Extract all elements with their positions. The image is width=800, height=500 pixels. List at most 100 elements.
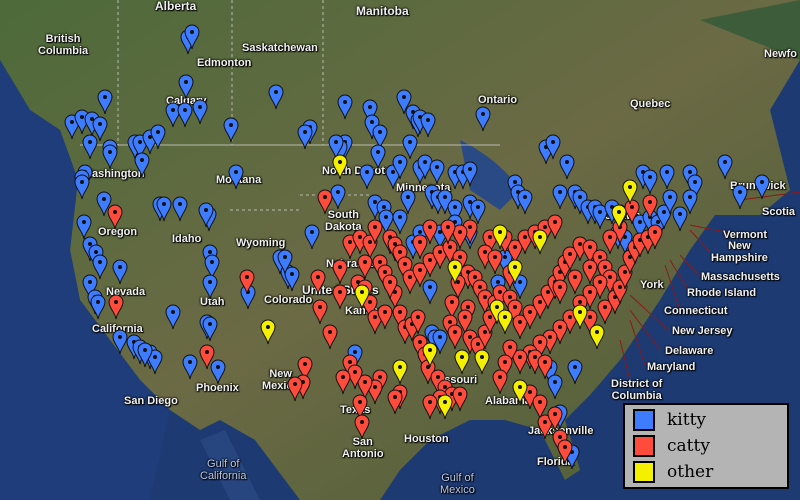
map-marker-kitty[interactable] (172, 196, 188, 222)
map-marker-catty[interactable] (412, 262, 428, 288)
map-marker-kitty[interactable] (228, 164, 244, 190)
map-marker-other[interactable] (497, 309, 513, 335)
map-marker-catty[interactable] (552, 279, 568, 305)
map-marker-kitty[interactable] (330, 184, 346, 210)
map-marker-kitty[interactable] (102, 144, 118, 170)
map-marker-kitty[interactable] (82, 274, 98, 300)
map-marker-catty[interactable] (612, 279, 628, 305)
map-marker-other[interactable] (392, 359, 408, 385)
map-marker-catty[interactable] (507, 239, 523, 265)
map-marker-catty[interactable] (602, 229, 618, 255)
map-marker-kitty[interactable] (177, 102, 193, 128)
map-marker-other[interactable] (354, 284, 370, 310)
map-marker-catty[interactable] (357, 374, 373, 400)
map-marker-other[interactable] (572, 304, 588, 330)
map-marker-kitty[interactable] (517, 189, 533, 215)
map-marker-other[interactable] (622, 179, 638, 205)
map-marker-kitty[interactable] (592, 204, 608, 230)
map-marker-other[interactable] (492, 224, 508, 250)
map-marker-kitty[interactable] (400, 189, 416, 215)
map-marker-catty[interactable] (547, 214, 563, 240)
map-marker-catty[interactable] (297, 356, 313, 382)
map-marker-catty[interactable] (502, 339, 518, 365)
map-marker-kitty[interactable] (210, 359, 226, 385)
map-marker-catty[interactable] (107, 204, 123, 230)
map-marker-kitty[interactable] (204, 254, 220, 280)
map-marker-kitty[interactable] (182, 354, 198, 380)
map-marker-kitty[interactable] (112, 329, 128, 355)
map-marker-kitty[interactable] (92, 116, 108, 142)
map-marker-catty[interactable] (422, 252, 438, 278)
map-marker-catty[interactable] (362, 234, 378, 260)
map-marker-other[interactable] (611, 204, 627, 230)
map-marker-kitty[interactable] (337, 94, 353, 120)
map-marker-catty[interactable] (582, 259, 598, 285)
map-marker-kitty[interactable] (552, 184, 568, 210)
map-marker-catty[interactable] (312, 299, 328, 325)
map-marker-catty[interactable] (477, 324, 493, 350)
map-marker-kitty[interactable] (359, 164, 375, 190)
map-marker-kitty[interactable] (156, 196, 172, 222)
map-marker-kitty[interactable] (559, 154, 575, 180)
map-marker-catty[interactable] (522, 304, 538, 330)
map-marker-catty[interactable] (382, 274, 398, 300)
map-marker-kitty[interactable] (202, 316, 218, 342)
map-marker-kitty[interactable] (420, 112, 436, 138)
map-marker-catty[interactable] (447, 324, 463, 350)
map-marker-kitty[interactable] (432, 329, 448, 355)
map-marker-catty[interactable] (322, 324, 338, 350)
map-marker-catty[interactable] (239, 269, 255, 295)
map-marker-kitty[interactable] (422, 279, 438, 305)
map-marker-kitty[interactable] (178, 74, 194, 100)
map-marker-catty[interactable] (317, 189, 333, 215)
map-marker-kitty[interactable] (370, 144, 386, 170)
map-marker-catty[interactable] (452, 386, 468, 412)
map-marker-catty[interactable] (567, 269, 583, 295)
map-marker-kitty[interactable] (642, 169, 658, 195)
map-marker-catty[interactable] (497, 354, 513, 380)
map-marker-kitty[interactable] (682, 189, 698, 215)
map-marker-kitty[interactable] (134, 152, 150, 178)
map-marker-kitty[interactable] (545, 134, 561, 160)
map-marker-kitty[interactable] (547, 374, 563, 400)
map-marker-kitty[interactable] (429, 159, 445, 185)
map-marker-kitty[interactable] (687, 174, 703, 200)
map-marker-catty[interactable] (412, 234, 428, 260)
map-marker-kitty[interactable] (328, 134, 344, 160)
map-marker-kitty[interactable] (512, 274, 528, 300)
map-marker-catty[interactable] (647, 224, 663, 250)
map-marker-catty[interactable] (624, 199, 640, 225)
map-marker-catty[interactable] (332, 259, 348, 285)
map-marker-catty[interactable] (487, 249, 503, 275)
map-marker-catty[interactable] (422, 219, 438, 245)
map-marker-kitty[interactable] (92, 254, 108, 280)
map-marker-kitty[interactable] (202, 274, 218, 300)
map-marker-catty[interactable] (512, 349, 528, 375)
map-marker-kitty[interactable] (76, 214, 92, 240)
map-marker-catty[interactable] (357, 254, 373, 280)
map-marker-other[interactable] (507, 259, 523, 285)
map-marker-catty[interactable] (562, 246, 578, 272)
map-marker-kitty[interactable] (372, 124, 388, 150)
map-marker-kitty[interactable] (268, 84, 284, 110)
map-marker-other[interactable] (447, 259, 463, 285)
map-marker-kitty[interactable] (165, 102, 181, 128)
map-marker-kitty[interactable] (475, 106, 491, 132)
map-marker-kitty[interactable] (732, 184, 748, 210)
map-marker-kitty[interactable] (378, 209, 394, 235)
map-marker-kitty[interactable] (659, 164, 675, 190)
map-marker-catty[interactable] (310, 269, 326, 295)
map-marker-kitty[interactable] (392, 154, 408, 180)
map-marker-catty[interactable] (402, 269, 418, 295)
map-marker-catty[interactable] (387, 389, 403, 415)
map-marker-catty[interactable] (537, 414, 553, 440)
map-marker-catty[interactable] (492, 369, 508, 395)
map-marker-kitty[interactable] (97, 89, 113, 115)
map-marker-kitty[interactable] (304, 224, 320, 250)
map-marker-kitty[interactable] (90, 294, 106, 320)
map-marker-kitty[interactable] (396, 89, 412, 115)
map-marker-catty[interactable] (422, 394, 438, 420)
map-marker-kitty[interactable] (198, 202, 214, 228)
map-marker-catty[interactable] (642, 194, 658, 220)
